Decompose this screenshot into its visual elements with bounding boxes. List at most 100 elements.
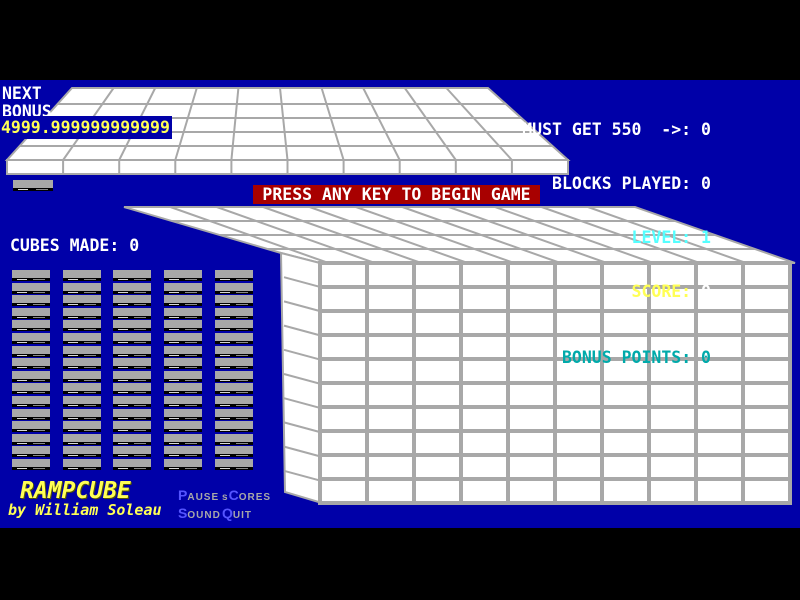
stack-block bbox=[215, 270, 253, 281]
wall-cell bbox=[510, 289, 553, 309]
blocks-played-line: BLOCKS PLAYED: 0 bbox=[522, 175, 711, 193]
wall-cell bbox=[369, 433, 412, 453]
stack-block bbox=[113, 383, 151, 395]
menu-item-scores[interactable]: sCORES bbox=[222, 485, 271, 504]
stack-block bbox=[164, 370, 202, 382]
menu-item-pause[interactable]: PAUSE bbox=[178, 485, 219, 504]
stack-block bbox=[164, 458, 202, 470]
wall-cell bbox=[463, 385, 506, 405]
wall-cell bbox=[322, 409, 365, 429]
stack-block bbox=[164, 421, 202, 433]
press-any-key-banner[interactable]: PRESS ANY KEY TO BEGIN GAME bbox=[253, 185, 540, 204]
wall-cell bbox=[651, 313, 694, 333]
wall-cell bbox=[698, 313, 741, 333]
score-value: 0 bbox=[691, 282, 711, 301]
game-byline: by William Soleau bbox=[8, 501, 162, 519]
wall-cell bbox=[698, 265, 741, 285]
stack-block bbox=[215, 307, 253, 319]
bonus-countdown-value: 4999.999999999999 bbox=[0, 116, 172, 139]
stack-block bbox=[215, 383, 253, 395]
stack-block bbox=[215, 282, 253, 294]
stack-block bbox=[63, 358, 101, 370]
big-ramp-structure bbox=[123, 206, 796, 505]
wall-cell bbox=[416, 409, 459, 429]
level-line: LEVEL: 1 bbox=[522, 229, 711, 247]
wall-cell bbox=[604, 385, 647, 405]
menu-pause-rest: AUSE bbox=[187, 492, 220, 503]
wall-cell bbox=[557, 457, 600, 477]
next-block bbox=[13, 180, 53, 191]
menu-item-sound[interactable]: SOUND bbox=[178, 503, 221, 522]
wall-cell bbox=[604, 361, 647, 381]
wall-cell bbox=[510, 409, 553, 429]
stack-block bbox=[12, 307, 50, 319]
wall-cell bbox=[557, 385, 600, 405]
stack-block bbox=[164, 383, 202, 395]
menu-sound-rest: OUND bbox=[187, 510, 221, 521]
wall-cell bbox=[369, 289, 412, 309]
stack-block bbox=[63, 270, 101, 281]
wall-cell bbox=[698, 289, 741, 309]
wall-cell bbox=[698, 433, 741, 453]
level-value: 1 bbox=[691, 228, 711, 247]
wall-cell bbox=[510, 265, 553, 285]
wall-cell bbox=[369, 457, 412, 477]
wall-cell bbox=[651, 265, 694, 285]
wall-cell bbox=[557, 361, 600, 381]
wall-cell bbox=[651, 289, 694, 309]
next-label: NEXT bbox=[2, 84, 42, 103]
wall-cell bbox=[745, 313, 788, 333]
cubes-made-value: 0 bbox=[119, 236, 140, 255]
wall-cell bbox=[557, 433, 600, 453]
stack-block bbox=[12, 320, 50, 332]
status-panel: MUST GET 550 ->: 0 BLOCKS PLAYED: 0 LEVE… bbox=[522, 85, 711, 403]
stack-block bbox=[215, 458, 253, 470]
stack-block bbox=[63, 295, 101, 307]
blocks-played-label: BLOCKS PLAYED: bbox=[552, 174, 692, 193]
stack-block bbox=[63, 458, 101, 470]
stack-block bbox=[12, 370, 50, 382]
stack-block bbox=[164, 332, 202, 344]
score-label: SCORE: bbox=[631, 282, 692, 301]
wall-cell bbox=[322, 289, 365, 309]
wall-cell bbox=[510, 457, 553, 477]
stack-block bbox=[215, 408, 253, 420]
game-title: RAMPCUBE bbox=[20, 478, 131, 504]
wall-cell bbox=[745, 289, 788, 309]
stack-block bbox=[164, 282, 202, 294]
stack-block bbox=[164, 295, 202, 307]
stack-block bbox=[12, 395, 50, 407]
wall-cell bbox=[322, 265, 365, 285]
stack-block bbox=[113, 307, 151, 319]
stack-block bbox=[12, 446, 50, 458]
wall-cell bbox=[604, 337, 647, 357]
wall-cell bbox=[510, 313, 553, 333]
stack-block bbox=[164, 358, 202, 370]
stack-block bbox=[113, 332, 151, 344]
cubes-made-line: CUBES MADE: 0 bbox=[10, 237, 139, 255]
wall-cell bbox=[416, 337, 459, 357]
menu-item-quit[interactable]: QUIT bbox=[222, 503, 252, 522]
must-get-label: MUST GET 550 ->: bbox=[522, 120, 692, 139]
stack-block bbox=[113, 446, 151, 458]
wall-cell bbox=[322, 313, 365, 333]
wall-cell bbox=[369, 481, 412, 501]
wall-cell bbox=[557, 289, 600, 309]
stack-block bbox=[164, 408, 202, 420]
wall-cell bbox=[698, 385, 741, 405]
wall-cell bbox=[604, 481, 647, 501]
cubes-made-label: CUBES MADE: bbox=[10, 236, 120, 255]
stack-block bbox=[215, 345, 253, 357]
stack-block bbox=[215, 421, 253, 433]
menu-scores-hotkey: C bbox=[228, 487, 239, 503]
wall-cell bbox=[651, 481, 694, 501]
wall-cell bbox=[510, 361, 553, 381]
stack-block bbox=[113, 370, 151, 382]
wall-cell bbox=[604, 289, 647, 309]
stack-block bbox=[113, 358, 151, 370]
wall-cell bbox=[698, 409, 741, 429]
stack-block bbox=[12, 408, 50, 420]
stack-block bbox=[164, 345, 202, 357]
menu-scores-rest: ORES bbox=[238, 492, 272, 503]
